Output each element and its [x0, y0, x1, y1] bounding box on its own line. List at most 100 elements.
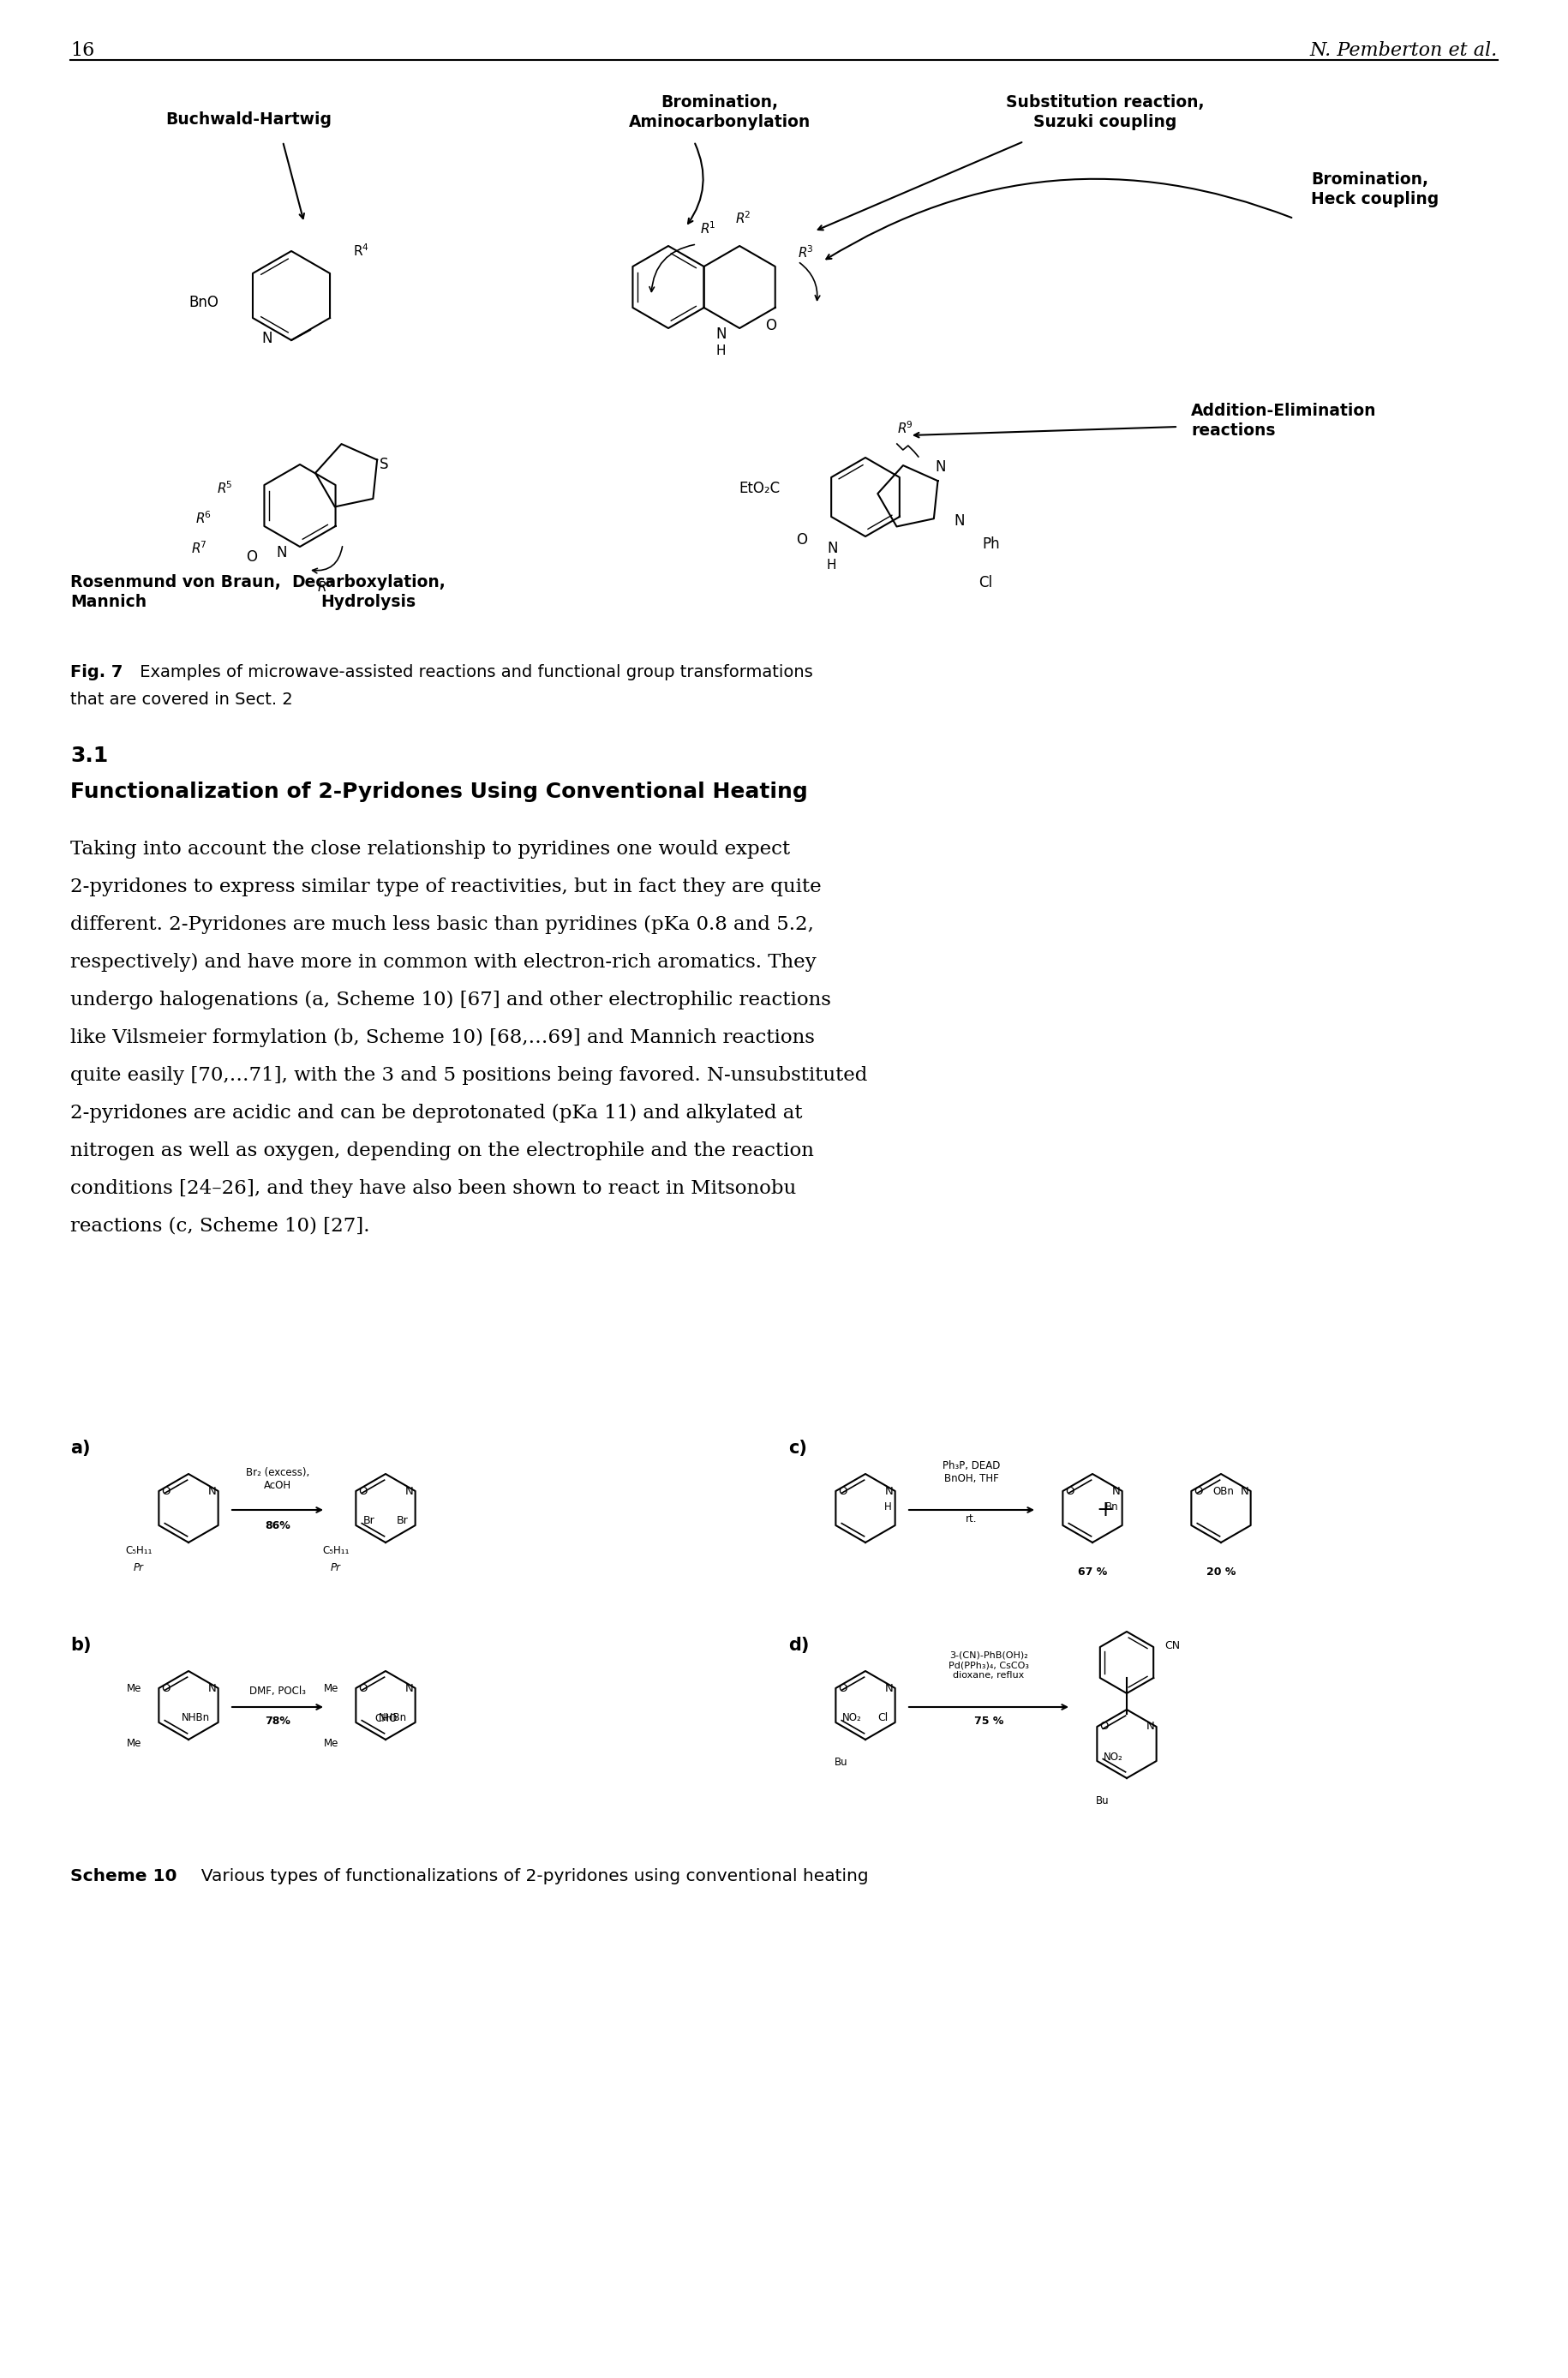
Text: N: N	[884, 1684, 894, 1693]
Text: 16: 16	[71, 40, 94, 59]
Text: O: O	[839, 1684, 847, 1693]
Text: N: N	[1146, 1722, 1154, 1731]
Text: EtO₂C: EtO₂C	[739, 480, 779, 497]
Text: R$^2$: R$^2$	[735, 212, 751, 226]
Text: nitrogen as well as oxygen, depending on the electrophile and the reaction: nitrogen as well as oxygen, depending on…	[71, 1141, 814, 1160]
Text: O: O	[839, 1486, 847, 1496]
Text: Bu: Bu	[834, 1757, 848, 1767]
Text: 78%: 78%	[265, 1715, 290, 1726]
Text: R$^4$: R$^4$	[353, 243, 368, 259]
Text: 86%: 86%	[265, 1520, 290, 1531]
Text: b): b)	[71, 1636, 91, 1653]
Text: c): c)	[789, 1439, 808, 1458]
Text: Various types of functionalizations of 2-pyridones using conventional heating: Various types of functionalizations of 2…	[190, 1869, 869, 1883]
Text: Pr: Pr	[133, 1562, 144, 1574]
Text: Ph₃P, DEAD
BnOH, THF: Ph₃P, DEAD BnOH, THF	[942, 1460, 1000, 1484]
Text: N: N	[884, 1486, 894, 1496]
Text: O: O	[359, 1684, 367, 1693]
Text: N: N	[209, 1486, 216, 1496]
Text: O: O	[162, 1486, 171, 1496]
Text: Br: Br	[397, 1515, 408, 1527]
Text: Scheme 10: Scheme 10	[71, 1869, 177, 1883]
Text: N: N	[936, 459, 946, 476]
Text: O: O	[359, 1486, 367, 1496]
Text: R$^1$: R$^1$	[699, 221, 715, 238]
Text: NO₂: NO₂	[1104, 1750, 1123, 1762]
Text: N: N	[405, 1486, 414, 1496]
Text: N: N	[1240, 1486, 1250, 1496]
Text: Rosenmund von Braun,
Mannich: Rosenmund von Braun, Mannich	[71, 573, 281, 611]
Text: N: N	[715, 326, 726, 342]
Text: O: O	[162, 1684, 171, 1693]
Text: a): a)	[71, 1439, 91, 1458]
Text: CHO: CHO	[375, 1712, 397, 1724]
Text: Me: Me	[323, 1684, 339, 1693]
Text: Substitution reaction,
Suzuki coupling: Substitution reaction, Suzuki coupling	[1007, 95, 1204, 131]
Text: N: N	[262, 331, 273, 347]
Text: N: N	[209, 1684, 216, 1693]
Text: Me: Me	[127, 1738, 141, 1750]
Text: H: H	[826, 559, 837, 573]
Text: N: N	[826, 540, 837, 556]
Text: Bromination,
Heck coupling: Bromination, Heck coupling	[1311, 171, 1439, 207]
Text: 3.1: 3.1	[71, 747, 108, 766]
Text: quite easily [70,…71], with the 3 and 5 positions being favored. N-unsubstituted: quite easily [70,…71], with the 3 and 5 …	[71, 1065, 867, 1084]
Text: N: N	[405, 1684, 414, 1693]
Text: respectively) and have more in common with electron-rich aromatics. They: respectively) and have more in common wi…	[71, 954, 817, 973]
Text: 2-pyridones are acidic and can be deprotonated (pKa 11) and alkylated at: 2-pyridones are acidic and can be deprot…	[71, 1103, 803, 1122]
Text: reactions (c, Scheme 10) [27].: reactions (c, Scheme 10) [27].	[71, 1218, 370, 1237]
Text: Taking into account the close relationship to pyridines one would expect: Taking into account the close relationsh…	[71, 839, 790, 858]
Text: C₅H₁₁: C₅H₁₁	[323, 1546, 350, 1555]
Text: H: H	[884, 1501, 892, 1512]
Text: NHBn: NHBn	[182, 1712, 210, 1724]
Text: N: N	[955, 514, 964, 528]
Text: H: H	[715, 345, 726, 357]
Text: 75 %: 75 %	[974, 1715, 1004, 1726]
Text: O: O	[1099, 1722, 1109, 1731]
Text: R$^7$: R$^7$	[191, 540, 207, 556]
Text: OBn: OBn	[1212, 1486, 1234, 1496]
Text: undergo halogenations (a, Scheme 10) [67] and other electrophilic reactions: undergo halogenations (a, Scheme 10) [67…	[71, 992, 831, 1011]
Text: O: O	[1065, 1486, 1074, 1496]
Text: +: +	[1096, 1501, 1115, 1520]
Text: R$^6$: R$^6$	[196, 511, 212, 526]
Text: Cl: Cl	[978, 575, 993, 590]
Text: N. Pemberton et al.: N. Pemberton et al.	[1309, 40, 1497, 59]
Text: 20 %: 20 %	[1206, 1567, 1236, 1577]
Text: DMF, POCl₃: DMF, POCl₃	[249, 1686, 306, 1698]
Text: 67 %: 67 %	[1077, 1567, 1107, 1577]
Text: d): d)	[789, 1636, 809, 1653]
Text: 3-(CN)-PhB(OH)₂
Pd(PPh₃)₄, CsCO₃
dioxane, reflux: 3-(CN)-PhB(OH)₂ Pd(PPh₃)₄, CsCO₃ dioxane…	[949, 1650, 1029, 1679]
Text: S: S	[379, 457, 389, 471]
Text: Br₂ (excess),
AcOH: Br₂ (excess), AcOH	[246, 1467, 309, 1491]
Text: Fig. 7: Fig. 7	[71, 663, 122, 680]
Text: BnO: BnO	[188, 295, 218, 309]
Text: conditions [24–26], and they have also been shown to react in Mitsonobu: conditions [24–26], and they have also b…	[71, 1179, 797, 1199]
Text: Functionalization of 2-Pyridones Using Conventional Heating: Functionalization of 2-Pyridones Using C…	[71, 782, 808, 801]
Text: Addition-Elimination
reactions: Addition-Elimination reactions	[1192, 402, 1377, 440]
Text: N: N	[276, 545, 287, 561]
Text: O: O	[246, 549, 257, 564]
Text: Me: Me	[127, 1684, 141, 1693]
Text: Ph: Ph	[983, 537, 1000, 552]
Text: like Vilsmeier formylation (b, Scheme 10) [68,…69] and Mannich reactions: like Vilsmeier formylation (b, Scheme 10…	[71, 1027, 815, 1046]
Text: O: O	[765, 319, 776, 333]
Text: rt.: rt.	[966, 1512, 977, 1524]
Text: R$^5$: R$^5$	[218, 480, 234, 497]
Text: O: O	[797, 533, 808, 547]
Text: Buchwald-Hartwig: Buchwald-Hartwig	[165, 112, 331, 128]
Text: R$^8$: R$^8$	[317, 578, 332, 594]
Text: that are covered in Sect. 2: that are covered in Sect. 2	[71, 692, 293, 709]
Text: different. 2-Pyridones are much less basic than pyridines (pKa 0.8 and 5.2,: different. 2-Pyridones are much less bas…	[71, 916, 814, 935]
Text: Bn: Bn	[1105, 1501, 1118, 1512]
Text: Me: Me	[323, 1738, 339, 1750]
Text: Bromination,
Aminocarbonylation: Bromination, Aminocarbonylation	[629, 95, 811, 131]
Text: Bu: Bu	[1096, 1795, 1110, 1807]
Text: N: N	[1112, 1486, 1121, 1496]
Text: NO₂: NO₂	[842, 1712, 862, 1724]
Text: R$^9$: R$^9$	[897, 421, 913, 438]
Text: Cl: Cl	[878, 1712, 887, 1724]
Text: O: O	[1193, 1486, 1203, 1496]
Text: Br: Br	[362, 1515, 375, 1527]
Text: Decarboxylation,
Hydrolysis: Decarboxylation, Hydrolysis	[292, 573, 445, 611]
